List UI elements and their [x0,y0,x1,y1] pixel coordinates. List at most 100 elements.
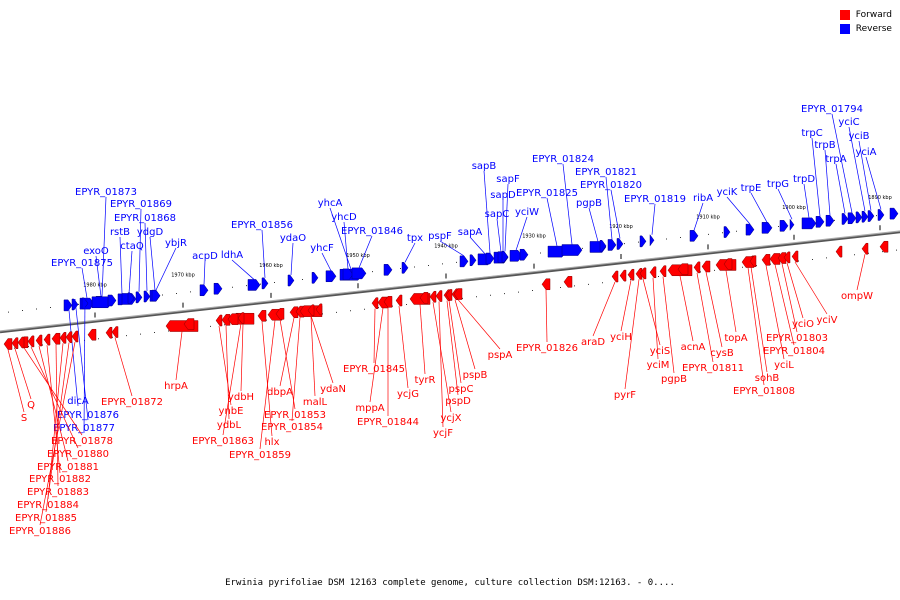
reverse-gene-label: EPYR_01869 [110,199,172,210]
forward-gene-arrow [17,336,25,349]
reverse-gene-label: ribA [693,193,713,204]
forward-gene-arrow [371,297,379,309]
reverse-gene-arrow [247,279,261,291]
reverse-gene-leader [605,176,613,240]
forward-gene-leader [291,317,301,422]
reverse-gene-arrow [877,209,885,221]
forward-gene-label: ycjX [440,413,461,424]
reverse-gene-leader [149,236,156,291]
reverse-gene-label: EPYR_01868 [114,213,176,224]
forward-gene-label: yciO [792,319,814,330]
reverse-gene-arrow [469,254,477,267]
forward-gene-leader [747,267,765,386]
reverse-gene-label: ydaO [280,233,306,244]
forward-gene-arrow [87,328,97,341]
reverse-gene-label: EPYR_01875 [51,258,113,269]
forward-gene-arrow [541,278,551,291]
forward-gene-label: EPYR_01886 [9,526,71,537]
forward-gene-arrow [183,318,195,330]
forward-gene-arrow [315,303,323,316]
forward-gene-label: EPYR_01811 [682,363,744,374]
forward-gene-label: yciL [774,360,794,371]
reverse-gene-leader [811,137,821,217]
reverse-gene-leader [835,163,846,214]
reverse-gene-arrow [689,230,699,242]
reverse-gene-leader [777,188,793,220]
reverse-gene-leader [803,183,810,218]
reverse-gene-label: yciB [848,131,869,142]
forward-gene-label: EPYR_01845 [343,364,405,375]
forward-gene-leader [310,315,334,384]
reverse-gene-leader [138,208,142,292]
reverse-gene-label: yhcD [331,212,357,223]
reverse-gene-arrow [107,294,117,307]
forward-gene-label: yciV [816,315,837,326]
reverse-gene-arrow [861,210,869,223]
reverse-gene-arrow [459,255,469,268]
reverse-gene-leader [562,163,573,245]
reverse-gene-arrow [383,264,393,276]
reverse-gene-label: EPYR_01873 [75,187,137,198]
forward-gene-leader [310,316,316,397]
tick-label: 1950 kbp [346,253,370,259]
forward-gene-leader [7,349,25,413]
reverse-gene-label: sapC [485,209,510,220]
forward-gene-arrow [27,335,35,348]
forward-gene-arrow [693,261,701,274]
forward-gene-arrow [701,260,711,273]
forward-gene-label: pspC [449,384,474,395]
forward-gene-leader [454,299,476,370]
forward-gene-leader [705,271,723,348]
forward-gene-label: ompW [841,291,873,302]
forward-gene-label: dbpA [267,387,293,398]
forward-gene-arrow [11,337,19,349]
forward-gene-arrow [307,304,315,317]
reverse-gene-label: yciK [717,187,738,198]
forward-gene-arrow [237,312,245,324]
reverse-gene-label: EPYR_01877 [53,423,115,434]
forward-gene-label: yciS [650,346,671,357]
reverse-gene-label: EPYR_01825 [516,188,578,199]
tick-label: 1940 kbp [434,243,458,249]
forward-gene-label: EPYR_01854 [261,422,323,433]
reverse-gene-arrow [779,220,789,232]
forward-gene-label: mppA [355,403,384,414]
forward-gene-label: EPYR_01863 [192,436,254,447]
reverse-gene-leader [858,140,872,211]
reverse-gene-arrow [519,248,529,261]
backbone-shadow [0,230,900,334]
forward-gene-arrow [111,326,119,338]
forward-gene-leader [786,262,804,319]
forward-gene-label: ynbE [219,406,244,417]
reverse-gene-arrow [325,270,337,283]
forward-gene-label: pspA [488,350,513,361]
forward-gene-label: ycjF [433,428,453,439]
reverse-gene-leader [128,250,133,294]
reverse-gene-label: EPYR_01856 [231,220,293,231]
forward-gene-arrow [649,266,657,279]
forward-gene-leader [774,264,795,346]
forward-gene-arrow [105,326,113,339]
reverse-gene-leader [848,126,866,212]
forward-gene-leader [448,300,462,384]
reverse-gene-leader [231,259,255,280]
forward-gene-arrow [419,292,429,304]
forward-gene-leader [545,289,548,343]
reverse-gene-arrow [639,235,647,248]
reverse-gene-arrow [213,282,223,295]
reverse-gene-label: trpA [825,154,846,165]
reverse-gene-arrow [745,223,755,236]
forward-gene-arrow [59,332,67,344]
reverse-gene-label: sapF [496,174,520,185]
forward-gene-leader [856,254,866,291]
forward-gene-arrow [835,245,843,258]
reverse-gene-label: trpB [814,140,835,151]
forward-gene-label: acnA [681,342,706,353]
forward-gene-arrow [723,258,733,270]
reverse-gene-leader [504,183,509,252]
reverse-gene-arrow [847,212,857,225]
reverse-gene-label: ctaQ [120,241,144,252]
forward-gene-label: EPYR_01844 [357,417,419,428]
forward-gene-arrow [769,253,781,265]
